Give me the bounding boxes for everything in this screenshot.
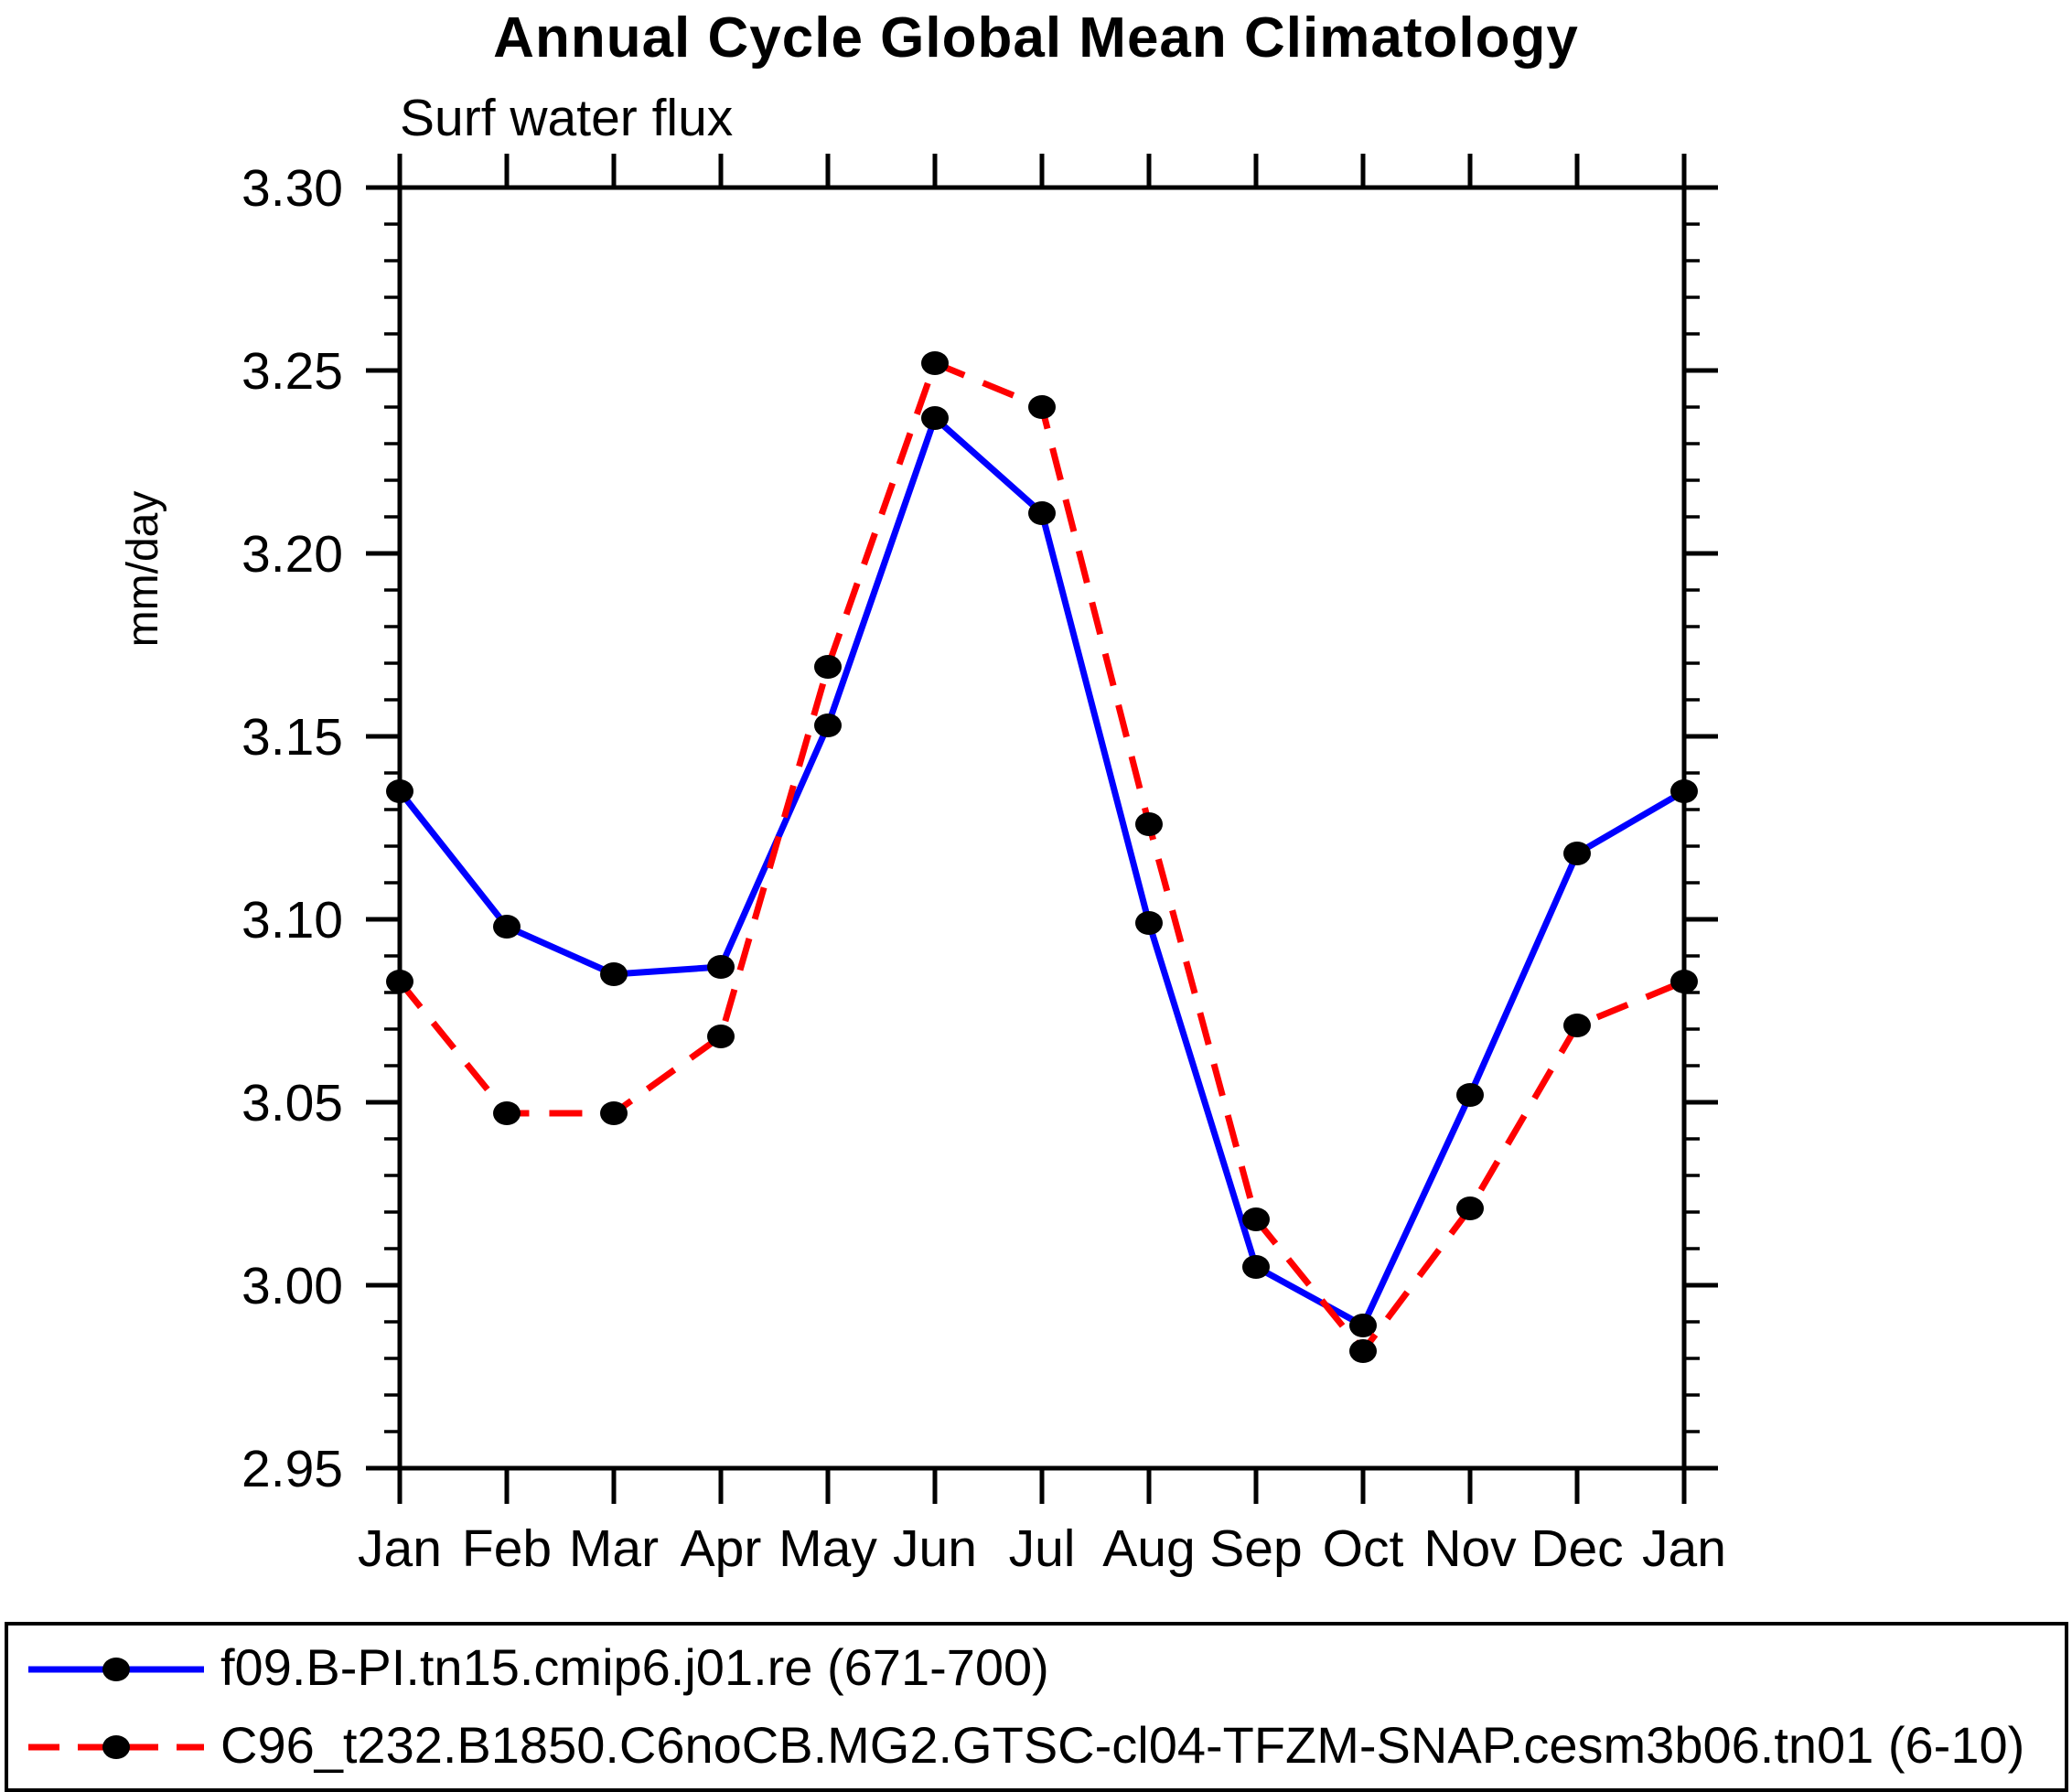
series-markers-1 (386, 406, 1698, 1337)
legend-line-dashed-red-icon (28, 1735, 204, 1759)
plot-area: 2.95 3.00 3.05 3.10 3.15 3.20 3.25 3.30 Jan Feb Ma… (119, 154, 1726, 1578)
svg-text:May: May (778, 1519, 877, 1578)
svg-text:3.25: 3.25 (242, 342, 343, 401)
x-ticks (397, 154, 1687, 1504)
legend-line-solid-blue-icon (28, 1658, 204, 1681)
legend-label-series1: f09.B-PI.tn15.cmip6.j01.re (671-700) (220, 1637, 1049, 1696)
series-markers-2 (386, 351, 1698, 1363)
legend: f09.B-PI.tn15.cmip6.j01.re (671-700) C96… (5, 1622, 2068, 1792)
svg-text:2.95: 2.95 (242, 1440, 343, 1498)
chart-subtitle: Surf water flux (400, 89, 734, 147)
svg-text:3.05: 3.05 (242, 1074, 343, 1132)
plot-frame (397, 185, 1687, 1471)
x-tick-labels: Jan Feb Mar Apr May Jun Jul Aug Sep Oct Nov Dec Jan (358, 1519, 1726, 1578)
y-minor-ticks (384, 222, 1700, 1433)
y-major-ticks (366, 185, 1718, 1471)
svg-text:Jul: Jul (1009, 1519, 1076, 1578)
svg-text:3.15: 3.15 (242, 708, 343, 767)
svg-text:Dec: Dec (1530, 1519, 1623, 1578)
y-axis-title: mm/day (119, 491, 167, 648)
legend-item-series2: C96_t232.B1850.C6noCB.MG2.GTSC-cl04-TFZM… (8, 1711, 2065, 1784)
svg-text:Nov: Nov (1423, 1519, 1517, 1578)
svg-text:3.10: 3.10 (242, 891, 343, 950)
svg-text:Aug: Aug (1102, 1519, 1195, 1578)
svg-text:Sep: Sep (1209, 1519, 1302, 1578)
svg-text:Jun: Jun (893, 1519, 977, 1578)
legend-label-series2: C96_t232.B1850.C6noCB.MG2.GTSC-cl04-TFZM… (220, 1715, 2025, 1774)
svg-text:Jan: Jan (1642, 1519, 1726, 1578)
chart-title: Annual Cycle Global Mean Climatology (493, 6, 1579, 70)
svg-text:3.20: 3.20 (242, 525, 343, 584)
svg-text:3.30: 3.30 (242, 159, 343, 218)
svg-text:Apr: Apr (681, 1519, 762, 1578)
svg-text:mm/day: mm/day (119, 491, 167, 648)
svg-text:Oct: Oct (1323, 1519, 1404, 1578)
svg-text:Feb: Feb (462, 1519, 552, 1578)
legend-item-series1: f09.B-PI.tn15.cmip6.j01.re (671-700) (8, 1633, 2065, 1706)
svg-text:Mar: Mar (569, 1519, 659, 1578)
y-tick-labels: 2.95 3.00 3.05 3.10 3.15 3.20 3.25 3.30 (242, 159, 343, 1498)
svg-text:3.00: 3.00 (242, 1257, 343, 1315)
series-line-1 (397, 414, 1686, 1329)
svg-text:Jan: Jan (358, 1519, 442, 1578)
